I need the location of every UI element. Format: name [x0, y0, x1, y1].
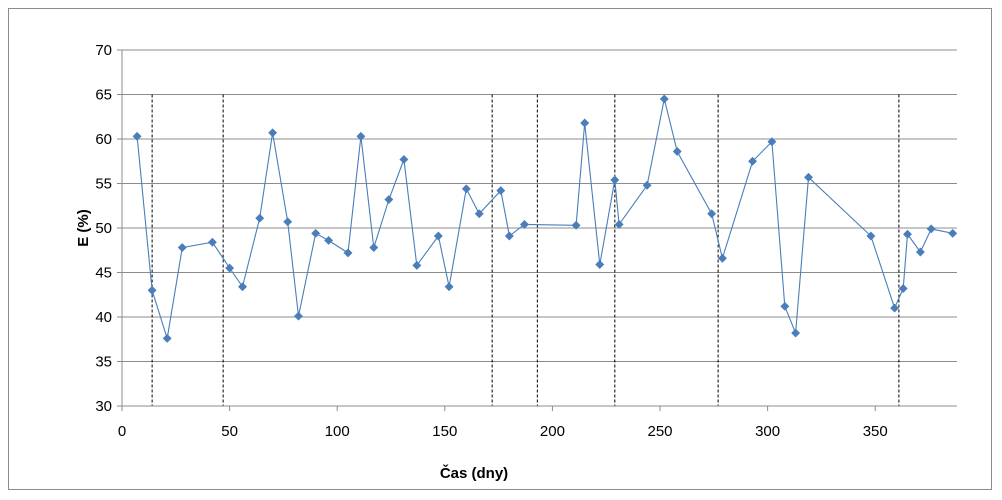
data-point	[948, 228, 958, 238]
y-axis-label: E (%)	[75, 209, 92, 247]
y-tick-label: 50	[95, 220, 112, 237]
data-point	[207, 237, 217, 247]
data-point	[177, 243, 187, 253]
x-tick-label: 50	[221, 423, 238, 440]
data-point	[898, 283, 908, 294]
y-tick-label: 70	[95, 42, 112, 59]
axes	[121, 50, 957, 411]
data-point	[343, 248, 353, 258]
y-tick-label: 30	[95, 398, 112, 415]
y-tick-label: 65	[95, 87, 112, 104]
series	[132, 94, 958, 343]
chart-frame	[8, 8, 992, 490]
data-point	[504, 231, 514, 241]
data-point	[902, 229, 913, 239]
data-point	[748, 156, 758, 166]
data-point	[571, 220, 581, 230]
data-point	[610, 175, 620, 185]
data-point	[519, 219, 529, 229]
x-tick-label: 350	[863, 423, 888, 440]
data-point	[162, 333, 172, 343]
data-point	[255, 213, 265, 223]
data-point	[614, 219, 624, 229]
x-tick-label: 200	[540, 423, 565, 440]
data-point	[642, 180, 652, 190]
x-tick-label: 100	[325, 423, 350, 440]
data-point	[780, 301, 790, 311]
data-point	[147, 285, 157, 295]
x-tick-label: 300	[755, 423, 780, 440]
grid	[117, 49, 957, 407]
x-tick-labels: 0 50 100 150 200 250 300 350	[118, 423, 888, 440]
data-point	[356, 131, 366, 141]
data-point	[803, 172, 814, 182]
series-line	[136, 98, 953, 339]
data-point	[225, 263, 235, 273]
vertical-markers	[151, 94, 900, 406]
data-point	[132, 131, 142, 141]
data-point	[474, 209, 484, 219]
data-point	[384, 194, 394, 205]
data-point	[283, 217, 293, 227]
y-tick-label: 40	[95, 309, 112, 326]
data-point	[324, 235, 334, 246]
data-point	[707, 209, 717, 219]
data-point	[595, 259, 605, 270]
x-axis-label: Čas (dny)	[440, 464, 508, 482]
data-point	[915, 247, 925, 257]
y-tick-label: 55	[95, 176, 112, 193]
data-point	[926, 224, 936, 234]
data-point	[672, 146, 682, 157]
y-tick-label: 35	[95, 354, 112, 371]
data-point	[717, 253, 727, 263]
data-point	[293, 311, 304, 321]
x-tick-label: 0	[118, 423, 126, 440]
y-tick-label: 45	[95, 265, 112, 282]
data-point	[399, 154, 409, 165]
data-point	[433, 231, 443, 241]
data-point	[369, 243, 379, 253]
data-point	[866, 231, 876, 241]
data-point	[311, 228, 321, 238]
x-tick-label: 250	[647, 423, 672, 440]
data-point	[461, 184, 471, 194]
data-point	[659, 94, 669, 104]
y-tick-label: 60	[95, 131, 112, 148]
y-tick-labels: 30 35 40 45 50 55 60 65 70	[95, 42, 112, 415]
data-point	[767, 137, 777, 147]
data-point	[237, 282, 248, 292]
data-point	[412, 260, 422, 270]
data-point	[444, 282, 454, 292]
x-tick-label: 150	[432, 423, 457, 440]
data-point	[496, 186, 506, 196]
data-point	[890, 303, 900, 313]
data-point	[268, 128, 278, 138]
data-point	[580, 118, 590, 128]
data-point	[791, 328, 801, 338]
